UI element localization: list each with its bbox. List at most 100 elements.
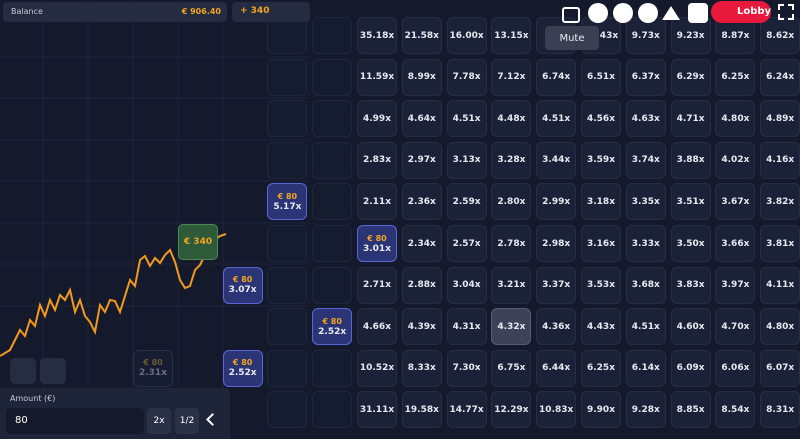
multiplier-cell[interactable]: 4.80x [715, 100, 756, 138]
multiplier-cell[interactable]: 3.59x [581, 141, 621, 179]
settings-button[interactable] [688, 3, 708, 23]
multiplier-cell[interactable]: 2.97x [401, 141, 442, 179]
multiplier-cell[interactable]: 8.54x [715, 391, 756, 429]
multiplier-cell[interactable]: 3.83x [670, 266, 711, 304]
multiplier-cell[interactable]: 4.60x [670, 308, 711, 346]
history-button[interactable] [638, 3, 658, 23]
multiplier-cell[interactable]: 4.31x [446, 308, 487, 346]
multiplier-cell[interactable]: 2.80x [491, 183, 532, 221]
lobby-button[interactable]: Lobby [711, 1, 771, 23]
multiplier-cell[interactable]: 3.33x [625, 225, 666, 262]
multiplier-cell[interactable]: 6.25x [581, 349, 621, 387]
multiplier-cell[interactable]: 3.82x [760, 183, 800, 221]
multiplier-cell[interactable]: 12.29x [491, 391, 532, 429]
sound-button[interactable] [562, 7, 580, 23]
multiplier-cell[interactable]: 8.85x [670, 391, 711, 429]
multiplier-cell[interactable]: 4.63x [625, 100, 666, 138]
multiplier-cell[interactable]: 6.44x [536, 349, 577, 387]
multiplier-cell[interactable]: 10.83x [536, 391, 577, 429]
multiplier-cell[interactable]: 4.32x [491, 308, 532, 346]
multiplier-cell[interactable]: 9.73x [625, 17, 666, 54]
multiplier-cell[interactable]: 3.74x [625, 141, 666, 179]
multiplier-cell[interactable]: 4.39x [401, 308, 442, 346]
multiplier-cell[interactable]: 4.51x [625, 308, 666, 346]
multiplier-cell[interactable]: 3.66x [715, 225, 756, 262]
multiplier-cell[interactable]: 6.51x [581, 58, 621, 96]
multiplier-cell[interactable]: 8.33x [401, 349, 442, 387]
multiplier-cell[interactable]: 4.43x [581, 308, 621, 346]
multiplier-cell[interactable]: 3.53x [581, 266, 621, 304]
multiplier-cell[interactable]: 6.14x [625, 349, 666, 387]
multiplier-cell[interactable]: 3.37x [536, 266, 577, 304]
multiplier-cell[interactable]: 2.98x [536, 225, 577, 262]
half-button[interactable]: 1/2 [175, 408, 199, 434]
multiplier-cell[interactable]: 7.78x [446, 58, 487, 96]
multiplier-cell[interactable]: 4.48x [491, 100, 532, 138]
multiplier-cell[interactable]: 7.30x [446, 349, 487, 387]
multiplier-cell[interactable]: 8.62x [760, 17, 800, 54]
multiplier-cell[interactable]: 6.07x [760, 349, 800, 387]
multiplier-cell[interactable]: 4.80x [760, 308, 800, 346]
multiplier-cell[interactable]: 6.09x [670, 349, 711, 387]
multiplier-cell[interactable]: 2.83x [357, 141, 397, 179]
multiplier-cell[interactable]: 9.28x [625, 391, 666, 429]
multiplier-cell[interactable]: 14.77x [446, 391, 487, 429]
multiplier-cell[interactable]: 4.89x [760, 100, 800, 138]
multiplier-cell[interactable]: 4.11x [760, 266, 800, 304]
multiplier-cell[interactable]: 8.99x [401, 58, 442, 96]
multiplier-cell[interactable]: 4.51x [536, 100, 577, 138]
multiplier-cell[interactable]: 3.81x [760, 225, 800, 262]
multiplier-cell[interactable]: 6.37x [625, 58, 666, 96]
multiplier-cell[interactable]: 2.99x [536, 183, 577, 221]
multiplier-cell[interactable]: 2.59x [446, 183, 487, 221]
multiplier-cell[interactable]: 3.21x [491, 266, 532, 304]
multiplier-cell[interactable]: 9.23x [670, 17, 711, 54]
multiplier-cell[interactable]: 3.67x [715, 183, 756, 221]
multiplier-cell[interactable]: 7.12x [491, 58, 532, 96]
multiplier-cell[interactable]: 6.06x [715, 349, 756, 387]
multiplier-cell[interactable]: 2.11x [357, 183, 397, 221]
multiplier-cell[interactable]: 3.51x [670, 183, 711, 221]
multiplier-cell[interactable]: 13.15x [491, 17, 532, 54]
multiplier-cell[interactable]: 4.16x [760, 141, 800, 179]
multiplier-cell[interactable]: 4.70x [715, 308, 756, 346]
multiplier-cell[interactable]: 4.02x [715, 141, 756, 179]
stats-button[interactable] [662, 6, 680, 20]
multiplier-cell[interactable]: 2.71x [357, 266, 397, 304]
multiplier-cell[interactable]: 2.78x [491, 225, 532, 262]
zoom-out-button[interactable] [40, 358, 66, 384]
multiplier-cell[interactable]: 3.35x [625, 183, 666, 221]
amount-input[interactable]: 80 [6, 408, 144, 434]
multiplier-cell[interactable]: 10.52x [357, 349, 397, 387]
multiplier-cell[interactable]: 2.34x [401, 225, 442, 262]
info-button[interactable] [588, 3, 608, 23]
multiplier-cell[interactable]: 35.18x [357, 17, 397, 54]
help-button[interactable] [613, 3, 633, 23]
multiplier-cell[interactable]: 4.56x [581, 100, 621, 138]
zoom-in-button[interactable] [10, 358, 36, 384]
multiplier-cell[interactable]: 8.31x [760, 391, 800, 429]
multiplier-cell[interactable]: 2.36x [401, 183, 442, 221]
multiplier-cell[interactable]: 3.13x [446, 141, 487, 179]
double-button[interactable]: 2x [147, 408, 171, 434]
multiplier-cell[interactable]: 3.04x [446, 266, 487, 304]
multiplier-cell[interactable]: 8.87x [715, 17, 756, 54]
multiplier-cell[interactable]: 4.99x [357, 100, 397, 138]
multiplier-cell[interactable]: 4.71x [670, 100, 711, 138]
multiplier-cell[interactable]: 2.57x [446, 225, 487, 262]
multiplier-cell[interactable]: 3.97x [715, 266, 756, 304]
multiplier-cell[interactable]: 3.44x [536, 141, 577, 179]
multiplier-cell[interactable]: 11.59x [357, 58, 397, 96]
multiplier-cell[interactable]: 6.74x [536, 58, 577, 96]
fullscreen-button[interactable] [778, 4, 794, 20]
multiplier-cell[interactable]: 6.24x [760, 58, 800, 96]
multiplier-cell[interactable]: 3.88x [670, 141, 711, 179]
multiplier-cell[interactable]: 9.90x [581, 391, 621, 429]
multiplier-cell[interactable]: 4.51x [446, 100, 487, 138]
multiplier-cell[interactable]: 3.68x [625, 266, 666, 304]
multiplier-cell[interactable]: 6.75x [491, 349, 532, 387]
multiplier-cell[interactable]: 4.36x [536, 308, 577, 346]
collapse-button[interactable] [206, 413, 219, 426]
multiplier-cell[interactable]: 3.50x [670, 225, 711, 262]
multiplier-cell[interactable]: 3.18x [581, 183, 621, 221]
